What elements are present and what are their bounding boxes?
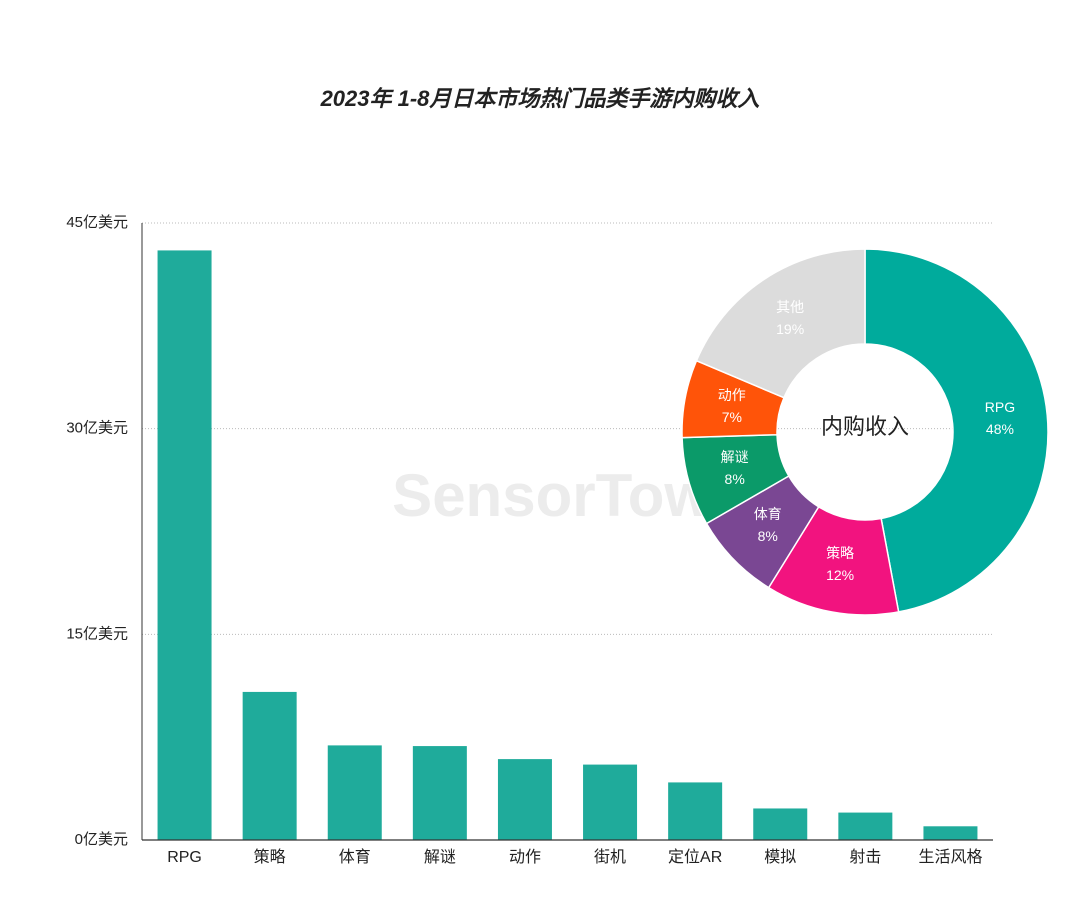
slice-label: RPG <box>985 399 1015 415</box>
x-tick-label: 策略 <box>254 848 286 866</box>
slice-value-label: 48% <box>986 421 1014 437</box>
bar <box>497 759 552 840</box>
y-tick-label: 30亿美元 <box>66 420 128 437</box>
bar <box>668 782 723 840</box>
x-tick-label: RPG <box>167 849 202 866</box>
x-tick-label: 街机 <box>594 848 626 866</box>
x-tick-label: 模拟 <box>764 848 796 866</box>
slice-value-label: 7% <box>722 409 742 425</box>
bar <box>838 812 893 840</box>
x-tick-label: 生活风格 <box>918 848 982 866</box>
donut-slice <box>695 248 866 399</box>
bar <box>157 250 212 840</box>
slice-label: 其他 <box>776 299 804 315</box>
slice-value-label: 8% <box>758 528 778 544</box>
chart-title: 2023年 1-8月日本市场热门品类手游内购收入 <box>320 86 760 111</box>
y-tick-label: 15亿美元 <box>66 625 128 642</box>
donut-center-label: 内购收入 <box>821 414 909 439</box>
donut-slice <box>864 248 1049 613</box>
bar <box>583 764 638 840</box>
donut-chart: RPG 48% 策略 12% 体育 8% 解谜 8% 动作 7% 其他 19% 内购收入 <box>681 248 1049 616</box>
slice-value-label: 8% <box>725 471 745 487</box>
slice-label: 策略 <box>826 545 854 561</box>
slice-value-label: 19% <box>776 321 804 337</box>
bar <box>412 746 467 840</box>
bar <box>753 808 808 840</box>
slice-label: 动作 <box>718 387 746 403</box>
x-tick-label: 射击 <box>849 848 881 866</box>
bar <box>327 745 382 840</box>
x-tick-label: 定位AR <box>668 848 722 866</box>
x-tick-label: 解谜 <box>424 848 456 866</box>
slice-label: 解谜 <box>721 449 749 465</box>
y-tick-label: 45亿美元 <box>66 214 128 231</box>
bar <box>923 826 978 840</box>
y-tick-label: 0亿美元 <box>75 831 128 848</box>
x-tick-label: 体育 <box>339 848 371 866</box>
x-tick-label: 动作 <box>509 848 541 866</box>
slice-value-label: 12% <box>826 567 854 583</box>
bar <box>242 691 297 840</box>
slice-label: 体育 <box>754 506 782 522</box>
